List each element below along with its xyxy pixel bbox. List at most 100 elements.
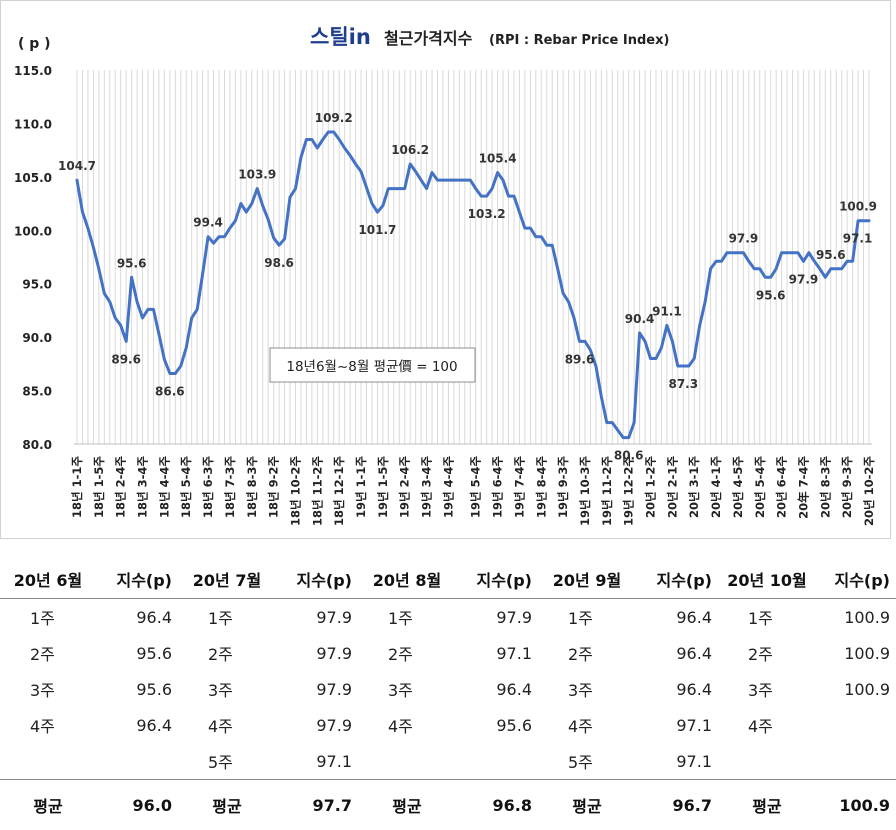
index-value-cell: 97.1 <box>276 743 358 780</box>
index-value-cell: 96.4 <box>636 599 718 636</box>
index-header: 지수(p) <box>276 560 358 599</box>
index-header: 지수(p) <box>456 560 538 599</box>
week-cell: 3주 <box>718 671 816 707</box>
average-value: 100.9 <box>816 780 896 830</box>
y-tick-label: 90.0 <box>22 331 52 345</box>
index-value-cell: 95.6 <box>456 707 538 743</box>
data-label: 97.9 <box>789 272 819 286</box>
data-label: 97.1 <box>843 232 873 246</box>
month-header: 20년 7월 <box>178 560 276 599</box>
x-tick-label: 18년 3-4주 <box>136 456 150 518</box>
x-tick-label: 20년 6-4주 <box>775 456 789 518</box>
x-tick-label: 19년 1-1주 <box>354 456 368 518</box>
x-tick-label: 18년 12-1주 <box>332 456 346 526</box>
average-label: 평균 <box>0 780 96 830</box>
x-tick-label: 20년 4-1주 <box>709 456 723 518</box>
x-tick-label: 18년 5-4주 <box>179 456 193 518</box>
y-tick-label: 100.0 <box>14 224 52 238</box>
week-cell: 4주 <box>358 707 456 743</box>
annotation-text: 18년6월~8월 평균價 = 100 <box>286 359 457 375</box>
index-value-cell <box>456 743 538 780</box>
index-value-cell: 96.4 <box>96 707 178 743</box>
data-label: 86.6 <box>155 384 185 398</box>
data-label: 105.4 <box>479 152 517 166</box>
week-cell <box>0 743 96 780</box>
x-tick-label: 19년 10-3주 <box>578 456 592 526</box>
data-label: 99.4 <box>193 216 223 230</box>
average-value: 96.7 <box>636 780 718 830</box>
index-header: 지수(p) <box>96 560 178 599</box>
x-tick-label: 19년 4-4주 <box>441 456 455 518</box>
week-cell <box>718 743 816 780</box>
x-tick-label: 18년 1-5주 <box>92 456 106 518</box>
x-tick-label: 19년 9-3주 <box>556 456 570 518</box>
data-label: 91.1 <box>652 304 682 318</box>
y-tick-label: 95.0 <box>22 278 52 292</box>
x-tick-label: 18년 4-4주 <box>157 456 171 518</box>
index-value-cell: 100.9 <box>816 599 896 636</box>
x-tick-label: 20年 7-4주 <box>796 456 810 519</box>
index-value-cell: 97.9 <box>456 599 538 636</box>
data-label: 90.4 <box>625 312 655 326</box>
x-tick-label: 18년 2-4주 <box>114 456 128 518</box>
week-cell: 2주 <box>358 635 456 671</box>
index-value-cell: 100.9 <box>816 671 896 707</box>
y-tick-label: 110.0 <box>14 117 52 131</box>
week-cell: 4주 <box>178 707 276 743</box>
x-tick-label: 20년 4-5주 <box>731 456 745 518</box>
average-label: 평균 <box>358 780 456 830</box>
data-label: 103.9 <box>238 168 276 182</box>
y-axis-label: ( p ) <box>18 36 51 52</box>
week-cell: 2주 <box>0 635 96 671</box>
month-header: 20년 6월 <box>0 560 96 599</box>
index-value-cell: 96.4 <box>96 599 178 636</box>
x-tick-label: 19년 6-4주 <box>491 456 505 518</box>
chart-title: 철근가격지수 <box>384 29 473 48</box>
week-cell <box>358 743 456 780</box>
y-tick-label: 115.0 <box>14 64 52 78</box>
week-cell: 3주 <box>538 671 636 707</box>
data-label: 97.9 <box>729 232 759 246</box>
week-cell: 2주 <box>538 635 636 671</box>
index-value-cell <box>816 743 896 780</box>
y-tick-label: 105.0 <box>14 171 52 185</box>
x-tick-label: 20년 5-4주 <box>753 456 767 518</box>
index-header: 지수(p) <box>636 560 718 599</box>
x-tick-label: 18년 6-3주 <box>201 456 215 518</box>
week-cell: 2주 <box>718 635 816 671</box>
index-value-cell: 95.6 <box>96 635 178 671</box>
data-label: 98.6 <box>264 256 294 270</box>
data-label: 103.2 <box>468 207 506 221</box>
week-cell: 4주 <box>538 707 636 743</box>
index-value-cell: 96.4 <box>636 671 718 707</box>
index-value-cell: 97.9 <box>276 707 358 743</box>
index-value-cell <box>816 707 896 743</box>
average-label: 평균 <box>718 780 816 830</box>
index-value-cell <box>96 743 178 780</box>
week-cell: 1주 <box>538 599 636 636</box>
x-tick-label: 18년 1-1주 <box>70 456 84 518</box>
month-header: 20년 8월 <box>358 560 456 599</box>
index-header: 지수(p) <box>816 560 896 599</box>
index-value-cell: 97.1 <box>636 707 718 743</box>
average-label: 평균 <box>178 780 276 830</box>
x-tick-label: 20년 3-1주 <box>687 456 701 518</box>
y-tick-label: 85.0 <box>22 385 52 399</box>
y-tick-label: 80.0 <box>22 438 52 452</box>
data-label: 87.3 <box>668 377 698 391</box>
x-tick-label: 18년 8-3주 <box>245 456 259 518</box>
data-label: 109.2 <box>315 111 353 125</box>
x-tick-label: 19년 12-2주 <box>622 456 636 526</box>
index-value-cell: 100.9 <box>816 635 896 671</box>
average-label: 평균 <box>538 780 636 830</box>
index-value-cell: 97.1 <box>636 743 718 780</box>
average-value: 96.8 <box>456 780 538 830</box>
x-tick-label: 19년 3-4주 <box>420 456 434 518</box>
